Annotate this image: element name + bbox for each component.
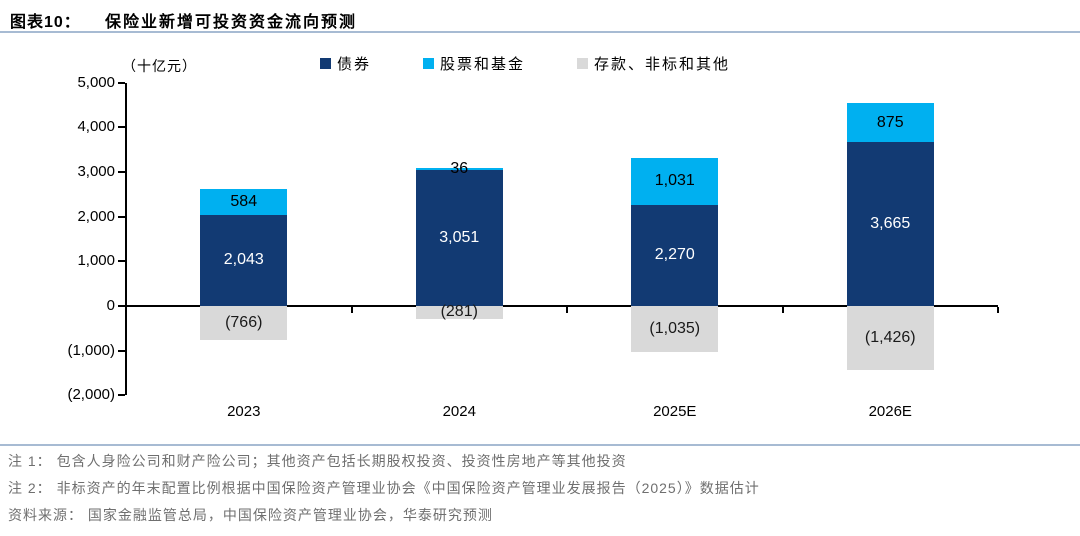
x-axis-tick [781,307,784,313]
legend-item-bonds: 债券 [320,53,371,74]
stocks-funds-swatch-icon [423,58,435,69]
figure-label: 图表10： [10,14,81,31]
bar-value-label: 2,270 [654,246,695,264]
legend-label: 债券 [337,56,372,73]
bar-segment [846,103,934,143]
bar-segment [415,306,503,319]
y-axis-tick [118,305,125,307]
x-axis-tick [350,307,353,313]
y-axis-tick-label: 0 [106,297,115,314]
y-axis-tick [118,215,125,218]
legend-item-deposits-nonstandard-other: 存款、非标和其他 [577,53,730,74]
bar-value-label: 3,665 [870,215,911,233]
bar-chart-plot-area: 5,000 4,000 3,000 2,000 1,000 0 (1,000) (2,000)… [67,73,999,420]
x-axis-category-label: 2023 [227,403,261,420]
page-title: 保险业新增可投资资金流向预测 [105,14,358,31]
legend-item-stocks-funds: 股票和基金 [423,53,525,74]
legend-label: 股票和基金 [440,56,526,73]
bar-value-label: 36 [450,160,469,177]
deposits-swatch-icon [577,58,589,69]
bar-segment [846,306,934,370]
y-axis-tick [118,81,125,84]
bar-value-label: (281) [440,303,478,321]
bar-segment [631,306,719,353]
bar-segment [415,168,503,170]
bar-value-label: 3,051 [439,228,480,246]
bar-segment [200,188,288,215]
y-axis-tick [118,170,125,173]
x-axis-line [125,305,998,307]
y-axis-tick-label: 5,000 [77,73,115,91]
bar-value-label: 875 [876,113,904,131]
y-axis-tick [118,349,125,352]
y-axis-tick-label: (2,000) [67,386,115,404]
y-axis-tick [118,394,125,397]
y-axis-tick-label: 1,000 [77,252,115,270]
bar-segment [631,204,719,306]
x-axis-category-label: 2026E [868,403,912,420]
y-axis-tick-label: 4,000 [77,118,115,136]
y-axis-unit-label: （十亿元） [122,58,197,74]
y-axis-tick-label: (1,000) [67,341,115,359]
chart-source: 资料来源： 国家金融监管总局，中国保险资产管理业协会，华泰研究预测 [8,507,493,523]
y-axis-tick [118,126,125,129]
x-axis-category-label: 2024 [442,403,476,420]
y-axis-tick-label: 3,000 [77,162,115,180]
y-axis-line [125,82,127,396]
y-axis-tick [118,260,125,263]
bar-segment [631,158,719,205]
title-divider [0,31,1080,33]
y-axis-tick-label: 2,000 [77,207,115,225]
x-axis-category-label: 2025E [653,403,697,420]
bar-value-label: 2,043 [223,251,264,269]
footer-divider [0,444,1080,446]
bar-value-label: 1,031 [654,172,695,190]
bar-value-label: (1,035) [649,320,701,338]
bar-segment [200,214,288,306]
chart-note-2: 注 2： 非标资产的年末配置比例根据中国保险资产管理业协会《中国保险资产管理业发… [8,480,760,496]
chart-legend: 债券 股票和基金 存款、非标和其他 [320,53,730,74]
chart-note-1: 注 1： 包含人身险公司和财产险公司；其他资产包括长期股权投资、投资性房地产等其… [8,453,627,469]
bar-value-label: (1,426) [864,328,916,346]
bar-segment [415,169,503,306]
bar-segment [200,306,288,341]
bar-segment [846,142,934,306]
bar-value-label: 584 [230,192,258,210]
x-axis-tick [566,307,568,313]
bonds-swatch-icon [320,58,331,69]
bar-value-label: (766) [225,314,263,332]
legend-label: 存款、非标和其他 [594,56,731,73]
x-axis-tick [997,307,999,313]
